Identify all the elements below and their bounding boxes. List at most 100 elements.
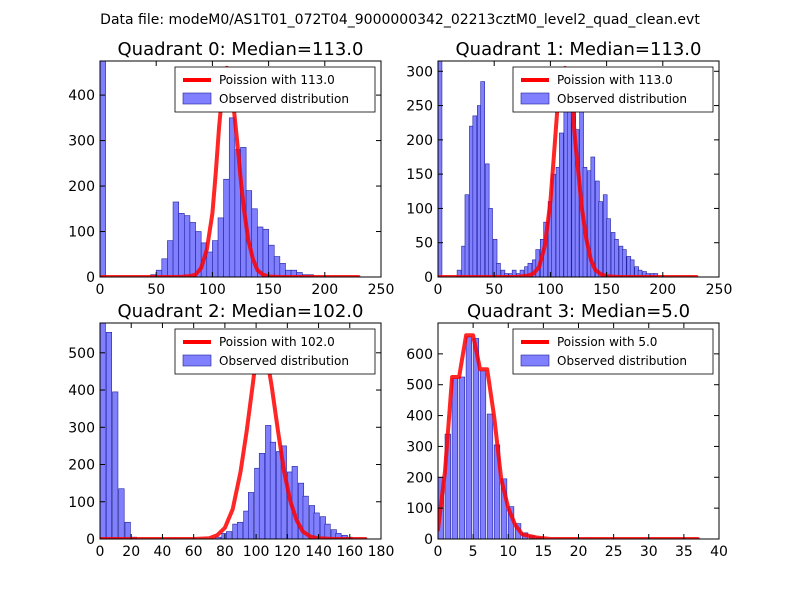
histogram-bar <box>279 263 286 277</box>
legend-hist-label: Observed distribution <box>219 92 349 106</box>
x-tick-label: 180 <box>368 544 395 560</box>
histogram-bar <box>237 521 244 539</box>
histogram-bar <box>206 251 213 277</box>
x-tick-label: 100 <box>243 544 270 560</box>
x-tick-label: 40 <box>710 544 728 560</box>
y-tick-label: 500 <box>68 346 95 362</box>
y-tick-label: 300 <box>406 439 433 455</box>
y-tick-label: 0 <box>424 270 433 286</box>
histogram-bar <box>464 194 470 277</box>
x-tick-label: 160 <box>336 544 363 560</box>
y-tick-label: 300 <box>68 134 95 150</box>
x-tick-label: 20 <box>570 544 588 560</box>
histogram-bar <box>215 536 222 539</box>
y-tick-label: 300 <box>68 420 95 436</box>
histogram-bar <box>488 208 493 277</box>
histogram-bar <box>248 492 255 539</box>
y-tick-label: 150 <box>406 167 433 183</box>
y-tick-label: 0 <box>424 532 433 548</box>
x-tick-label: 25 <box>605 544 623 560</box>
chart-title: Quadrant 1: Median=113.0 <box>456 39 702 60</box>
histogram-bar <box>451 378 458 539</box>
x-tick-label: 5 <box>469 544 478 560</box>
x-tick-label: 0 <box>96 544 105 560</box>
histogram-bar <box>335 533 342 539</box>
histogram-bar <box>486 413 494 539</box>
y-tick-label: 100 <box>68 495 95 511</box>
histogram-bar <box>167 240 174 277</box>
y-tick-label: 100 <box>406 501 433 517</box>
histogram-bar <box>258 453 265 539</box>
histogram-bar <box>217 217 224 277</box>
legend-hist-swatch <box>182 92 212 105</box>
histogram-bar <box>161 258 168 277</box>
legend-hist-swatch <box>182 354 212 367</box>
histogram-bar <box>273 256 281 277</box>
legend-line-label: Poission with 113.0 <box>219 73 335 87</box>
histogram-bar <box>178 213 185 277</box>
histogram-bar <box>226 531 233 539</box>
histogram-bar <box>472 115 478 277</box>
histogram-bar <box>480 81 485 277</box>
y-tick-label: 600 <box>406 347 433 363</box>
histogram-bar <box>465 336 473 539</box>
legend: Poission with 5.0 Observed distribution <box>512 328 714 375</box>
histogram-bar <box>302 495 309 539</box>
plot-area <box>100 323 368 539</box>
histogram-bar <box>438 61 443 277</box>
x-tick-label: 50 <box>485 282 503 298</box>
histogram-bar <box>590 156 596 277</box>
y-tick-label: 200 <box>68 179 95 195</box>
chart-panel-3: Quadrant 3: Median=5.00 5 10 15 20 25 30 35 4001… <box>406 301 728 560</box>
y-tick-label: 300 <box>406 64 433 80</box>
histogram-bar <box>112 391 119 539</box>
x-tick-label: 35 <box>675 544 693 560</box>
axes-frame <box>437 60 720 278</box>
x-tick-label: 150 <box>255 282 282 298</box>
y-tick-label: 400 <box>68 88 95 104</box>
legend-box <box>174 328 376 375</box>
histogram-bar <box>492 238 498 277</box>
x-tick-label: 40 <box>154 544 172 560</box>
histogram-bar <box>606 218 611 277</box>
histogram-bar <box>324 523 331 539</box>
x-tick-label: 80 <box>216 544 234 560</box>
histogram-bar <box>566 108 572 277</box>
histogram-bar <box>629 259 635 277</box>
x-tick-label: 0 <box>434 544 443 560</box>
x-tick-label: 120 <box>274 544 301 560</box>
y-tick-label: 0 <box>86 532 95 548</box>
plot-area <box>438 61 699 277</box>
y-tick-label: 250 <box>406 99 433 115</box>
y-tick-label: 400 <box>68 383 95 399</box>
histogram-bar <box>223 178 230 277</box>
x-tick-label: 30 <box>640 544 658 560</box>
histogram-bar <box>228 117 236 277</box>
histogram-bar <box>184 215 191 277</box>
histogram-bar <box>622 249 627 277</box>
x-tick-label: 140 <box>305 544 332 560</box>
legend: Poission with 113.0 Observed distribution <box>174 66 376 113</box>
x-tick-label: 250 <box>706 282 733 298</box>
x-tick-label: 0 <box>96 282 105 298</box>
x-tick-label: 50 <box>147 282 165 298</box>
legend-line-label: Poission with 5.0 <box>557 335 657 349</box>
x-tick-label: 200 <box>649 282 676 298</box>
y-tick-label: 400 <box>406 409 433 425</box>
y-tick-label: 200 <box>406 133 433 149</box>
legend-box <box>512 66 714 113</box>
x-tick-label: 100 <box>537 282 564 298</box>
chart-panel-1: Quadrant 1: Median=113.0 0 50 100 150 200 250 0… <box>406 39 732 298</box>
plot-area <box>438 333 700 539</box>
histogram-bar <box>100 323 106 539</box>
legend-hist-label: Observed distribution <box>557 92 687 106</box>
y-tick-label: 100 <box>68 225 95 241</box>
x-tick-label: 10 <box>499 544 517 560</box>
poisson-curve <box>438 333 700 539</box>
x-tick-label: 250 <box>368 282 395 298</box>
y-tick-label: 0 <box>86 270 95 286</box>
histogram-bar <box>100 61 106 277</box>
axes-frame <box>99 322 382 540</box>
histogram-bar <box>189 222 196 277</box>
histogram-bar <box>118 488 125 539</box>
